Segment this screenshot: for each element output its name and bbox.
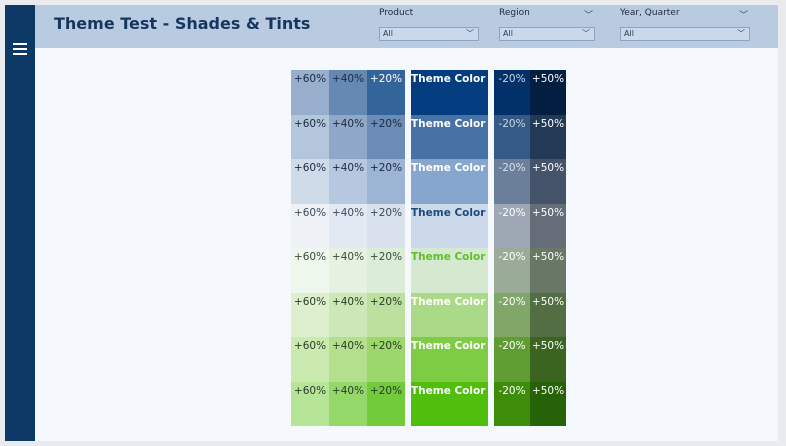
tint-20-cell: +20% (367, 381, 405, 426)
shade-50-cell: +50% (530, 203, 566, 248)
theme-color-cell: Theme Color 6 (411, 292, 488, 337)
theme-color-cell: Theme Color 2 (411, 114, 488, 159)
tint-40-cell: +40% (329, 203, 367, 248)
tint-20-cell: +20% (367, 337, 405, 382)
theme-color-cell: Theme Color 8 (411, 381, 488, 426)
shade-50-cell: +50% (530, 337, 566, 382)
theme-color-cell: Theme Color 3 (411, 159, 488, 204)
shade-20-cell: -20% (494, 203, 530, 248)
chevron-down-icon: ﹀ (737, 29, 745, 38)
shade-50-cell: +50% (530, 381, 566, 426)
year-quarter-dropdown[interactable]: All ﹀ (620, 27, 750, 41)
shade-50-cell: +50% (530, 248, 566, 293)
product-slicer-label: Product (379, 8, 414, 18)
tint-60-cell: +60% (291, 337, 329, 382)
region-slicer: Region ﹀ All ﹀ (499, 8, 595, 41)
shade-20-cell: -20% (494, 114, 530, 159)
shade-20-cell: -20% (494, 292, 530, 337)
tint-60-cell: +60% (291, 114, 329, 159)
theme-color-cell: Theme Color 7 (411, 337, 488, 382)
report-canvas: Theme Test - Shades & Tints Product All … (5, 5, 778, 441)
tint-60-cell: +60% (291, 248, 329, 293)
year-quarter-dropdown-value: All (624, 29, 634, 38)
shade-20-cell: -20% (494, 159, 530, 204)
year-quarter-slicer: Year, Quarter ﹀ All ﹀ (620, 8, 750, 41)
tint-20-cell: +20% (367, 159, 405, 204)
tint-40-cell: +40% (329, 381, 367, 426)
nav-sidebar (5, 5, 35, 441)
tint-20-cell: +20% (367, 70, 405, 115)
tint-20-cell: +20% (367, 248, 405, 293)
chevron-down-icon: ﹀ (466, 29, 474, 38)
shade-20-cell: -20% (494, 381, 530, 426)
tint-60-cell: +60% (291, 203, 329, 248)
tint-40-cell: +40% (329, 114, 367, 159)
theme-color-cell: Theme Color 5 (411, 248, 488, 293)
tint-40-cell: +40% (329, 292, 367, 337)
tint-60-cell: +60% (291, 292, 329, 337)
tint-60-cell: +60% (291, 159, 329, 204)
shade-50-cell: +50% (530, 159, 566, 204)
tint-40-cell: +40% (329, 337, 367, 382)
chevron-down-icon[interactable]: ﹀ (738, 11, 748, 21)
product-slicer: Product All ﹀ (379, 8, 595, 41)
product-dropdown[interactable]: All ﹀ (379, 27, 479, 41)
theme-color-cell: Theme Color 4 (411, 203, 488, 248)
hamburger-menu-icon[interactable] (13, 43, 27, 55)
year-quarter-slicer-label: Year, Quarter (620, 8, 680, 18)
shade-20-cell: -20% (494, 70, 530, 115)
shade-20-cell: -20% (494, 248, 530, 293)
tint-20-cell: +20% (367, 114, 405, 159)
tint-40-cell: +40% (329, 70, 367, 115)
report-header: Theme Test - Shades & Tints Product All … (35, 5, 778, 48)
tint-20-cell: +20% (367, 203, 405, 248)
tint-40-cell: +40% (329, 159, 367, 204)
shade-50-cell: +50% (530, 292, 566, 337)
page-title: Theme Test - Shades & Tints (54, 14, 311, 33)
shades-tints-grid: +60% +40% +20% Theme Color 1 -20% +50% +60% +40… (291, 70, 566, 426)
tint-60-cell: +60% (291, 381, 329, 426)
tint-40-cell: +40% (329, 248, 367, 293)
region-dropdown[interactable]: All ﹀ (499, 27, 595, 41)
tint-60-cell: +60% (291, 70, 329, 115)
chevron-down-icon: ﹀ (582, 29, 590, 38)
shade-50-cell: +50% (530, 70, 566, 115)
chevron-down-icon[interactable]: ﹀ (583, 11, 593, 21)
product-dropdown-value: All (383, 29, 393, 38)
region-dropdown-value: All (503, 29, 513, 38)
shade-50-cell: +50% (530, 114, 566, 159)
region-slicer-label: Region (499, 8, 530, 18)
shade-20-cell: -20% (494, 337, 530, 382)
tint-20-cell: +20% (367, 292, 405, 337)
theme-color-cell: Theme Color 1 (411, 70, 488, 115)
